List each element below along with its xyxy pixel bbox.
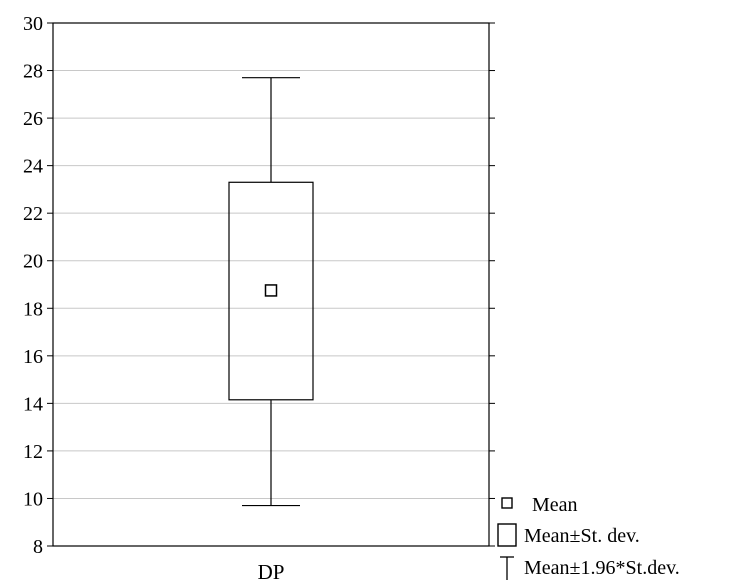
legend-mean-icon [501, 497, 513, 509]
legend-label: Mean±St. dev. [524, 525, 640, 547]
y-tick-label: 24 [23, 156, 43, 178]
y-tick-label: 28 [23, 61, 43, 83]
legend: Mean Mean±St. dev. Mean±1.96*St.dev. [497, 494, 680, 580]
x-axis: DP [258, 560, 285, 584]
y-tick-label: 20 [23, 251, 43, 273]
legend-label: Mean [532, 494, 578, 516]
y-axis: 8 10 12 14 16 18 20 22 24 26 28 30 [23, 13, 495, 558]
y-tick-label: 26 [23, 108, 43, 130]
y-tick-label: 18 [23, 298, 43, 320]
y-tick-label: 14 [23, 393, 43, 415]
sd-box [228, 181, 314, 401]
plot-frame [52, 22, 490, 547]
legend-label: Mean±1.96*St.dev. [524, 557, 680, 579]
box-series [228, 77, 314, 507]
x-category-label: DP [258, 560, 285, 584]
mean-marker [264, 284, 278, 297]
y-tick-label: 10 [23, 488, 43, 510]
y-tick-label: 8 [33, 536, 43, 558]
y-tick-label: 12 [23, 441, 43, 463]
y-tick-label: 16 [23, 346, 43, 368]
legend-box-icon [497, 523, 517, 547]
y-tick-label: 22 [23, 203, 43, 225]
y-tick-label: 30 [23, 13, 43, 35]
